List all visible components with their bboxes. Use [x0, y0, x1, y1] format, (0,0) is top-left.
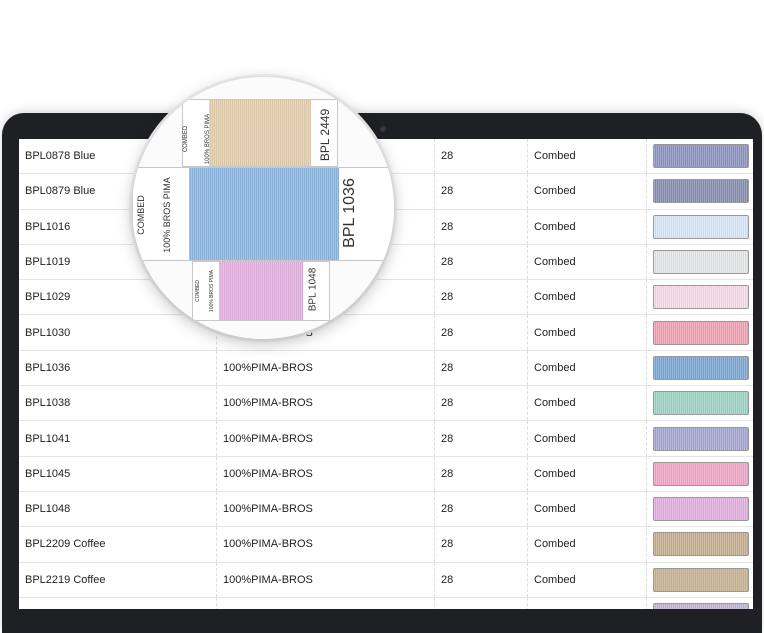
card-code-label: BPL 1036 — [340, 178, 358, 248]
table-row: BPL1041 100%PIMA-BROS 28 Combed — [19, 420, 753, 457]
fabric-code: BPL1036 — [19, 350, 217, 387]
yarn-type — [527, 597, 647, 609]
swatch-cell — [646, 385, 753, 422]
yarn-type: Combed — [527, 491, 647, 528]
yarn-type: Combed — [527, 350, 647, 387]
color-swatch[interactable] — [653, 567, 749, 592]
swatch-cell — [646, 420, 753, 457]
swatch-cell — [646, 173, 753, 210]
yarn-type: Combed — [527, 456, 647, 492]
swatch-cell — [646, 526, 753, 563]
color-swatch[interactable] — [653, 214, 749, 239]
fabric-material: 100%PIMA-BROS — [216, 562, 435, 598]
fabric-material: 100%PIMA-BROS — [216, 526, 435, 563]
card-label-material: 100% BROS PIMA — [161, 177, 172, 253]
fabric-material: 100%PIMA-BROS — [216, 420, 435, 457]
color-swatch[interactable] — [653, 355, 749, 380]
yarn-count: 28 — [434, 314, 528, 351]
yarn-count: 28 — [434, 562, 528, 598]
fabric-material: 100%PIMA-BROS — [216, 385, 435, 422]
yarn-count: 28 — [434, 456, 528, 492]
fabric-sample-bottom — [219, 262, 303, 320]
fabric-code — [19, 597, 217, 609]
fabric-material — [216, 597, 435, 609]
yarn-count: 28 — [434, 139, 528, 175]
fabric-material: 100%PIMA-BROS — [216, 491, 435, 528]
table-row: BPL2219 Coffee 100%PIMA-BROS 28 Combed — [19, 562, 753, 598]
table-row: BPL1048 100%PIMA-BROS 28 Combed — [19, 491, 753, 528]
fabric-sample-main — [189, 168, 339, 260]
card-code-label: BPL 1048 — [307, 267, 319, 312]
table-row: BPL1029 28 Combed — [19, 279, 753, 316]
color-swatch[interactable] — [653, 603, 749, 609]
swatch-cell — [646, 244, 753, 281]
fabric-code: BPL1038 — [19, 385, 217, 422]
swatch-cell — [646, 491, 753, 528]
yarn-count: 28 — [434, 491, 528, 528]
swatch-cell — [646, 456, 753, 492]
card-label-combed: COMBED — [194, 280, 201, 302]
yarn-type: Combed — [527, 279, 647, 316]
color-swatch[interactable] — [653, 391, 749, 416]
yarn-type: Combed — [527, 244, 647, 281]
card-label-material: 100% BROS PIMA — [208, 270, 215, 312]
swatch-card-main: COMBED 100% BROS PIMA BPL 1036 — [132, 167, 394, 261]
fabric-code: BPL1045 — [19, 456, 217, 492]
swatch-cell — [646, 139, 753, 175]
fabric-material: 100%PIMA-BROS — [216, 350, 435, 387]
table-row: BPL2209 Coffee 100%PIMA-BROS 28 Combed — [19, 526, 753, 563]
table-row — [19, 597, 753, 609]
color-swatch[interactable] — [653, 497, 749, 522]
swatch-cell — [646, 562, 753, 598]
yarn-count: 28 — [434, 350, 528, 387]
table-row: BPL1036 100%PIMA-BROS 28 Combed — [19, 350, 753, 387]
yarn-count: 28 — [434, 209, 528, 245]
swatch-cell — [646, 597, 753, 609]
swatch-cell — [646, 350, 753, 387]
yarn-count: 28 — [434, 279, 528, 316]
yarn-type: Combed — [527, 314, 647, 351]
card-label-combed: COMBED — [135, 195, 146, 235]
color-swatch[interactable] — [653, 144, 749, 169]
yarn-type: Combed — [527, 420, 647, 457]
table-row: BPL1038 100%PIMA-BROS 28 Combed — [19, 385, 753, 422]
yarn-count: 28 — [434, 420, 528, 457]
yarn-count: 28 — [434, 244, 528, 281]
fabric-code: BPL2209 Coffee — [19, 526, 217, 563]
fabric-code: BPL2219 Coffee — [19, 562, 217, 598]
yarn-count: 28 — [434, 173, 528, 210]
color-swatch[interactable] — [653, 461, 749, 486]
color-swatch[interactable] — [653, 250, 749, 275]
fabric-code: BPL1041 — [19, 420, 217, 457]
card-code-label: BPL 2449 — [318, 108, 333, 162]
fabric-code: BPL1048 — [19, 491, 217, 528]
yarn-type: Combed — [527, 526, 647, 563]
yarn-count — [434, 597, 528, 609]
fabric-code: BPL1030 — [19, 314, 217, 351]
color-swatch[interactable] — [653, 426, 749, 451]
color-swatch[interactable] — [653, 179, 749, 204]
yarn-type: Combed — [527, 139, 647, 175]
card-label-combed: COMBED — [183, 125, 190, 153]
fabric-sample-top — [209, 100, 311, 166]
swatch-cell — [646, 314, 753, 351]
yarn-count: 28 — [434, 385, 528, 422]
yarn-type: Combed — [527, 385, 647, 422]
swatch-card-bottom: COMBED 100% BROS PIMA BPL 1048 — [192, 261, 330, 321]
yarn-count: 28 — [434, 526, 528, 563]
swatch-cell — [646, 279, 753, 316]
color-swatch[interactable] — [653, 285, 749, 310]
table-row: BPL1045 100%PIMA-BROS 28 Combed — [19, 456, 753, 492]
yarn-type: Combed — [527, 209, 647, 245]
fabric-material: 100%PIMA-BROS — [216, 456, 435, 492]
yarn-type: Combed — [527, 562, 647, 598]
swatch-card-top: COMBED 100% BROS PIMA BPL 2449 — [182, 99, 338, 167]
color-swatch[interactable] — [653, 532, 749, 557]
yarn-type: Combed — [527, 173, 647, 210]
swatch-cell — [646, 209, 753, 245]
color-swatch[interactable] — [653, 320, 749, 345]
magnifier-lens: COMBED 100% BROS PIMA BPL 2449 COMBED 10… — [132, 77, 394, 339]
camera-icon — [379, 125, 387, 133]
